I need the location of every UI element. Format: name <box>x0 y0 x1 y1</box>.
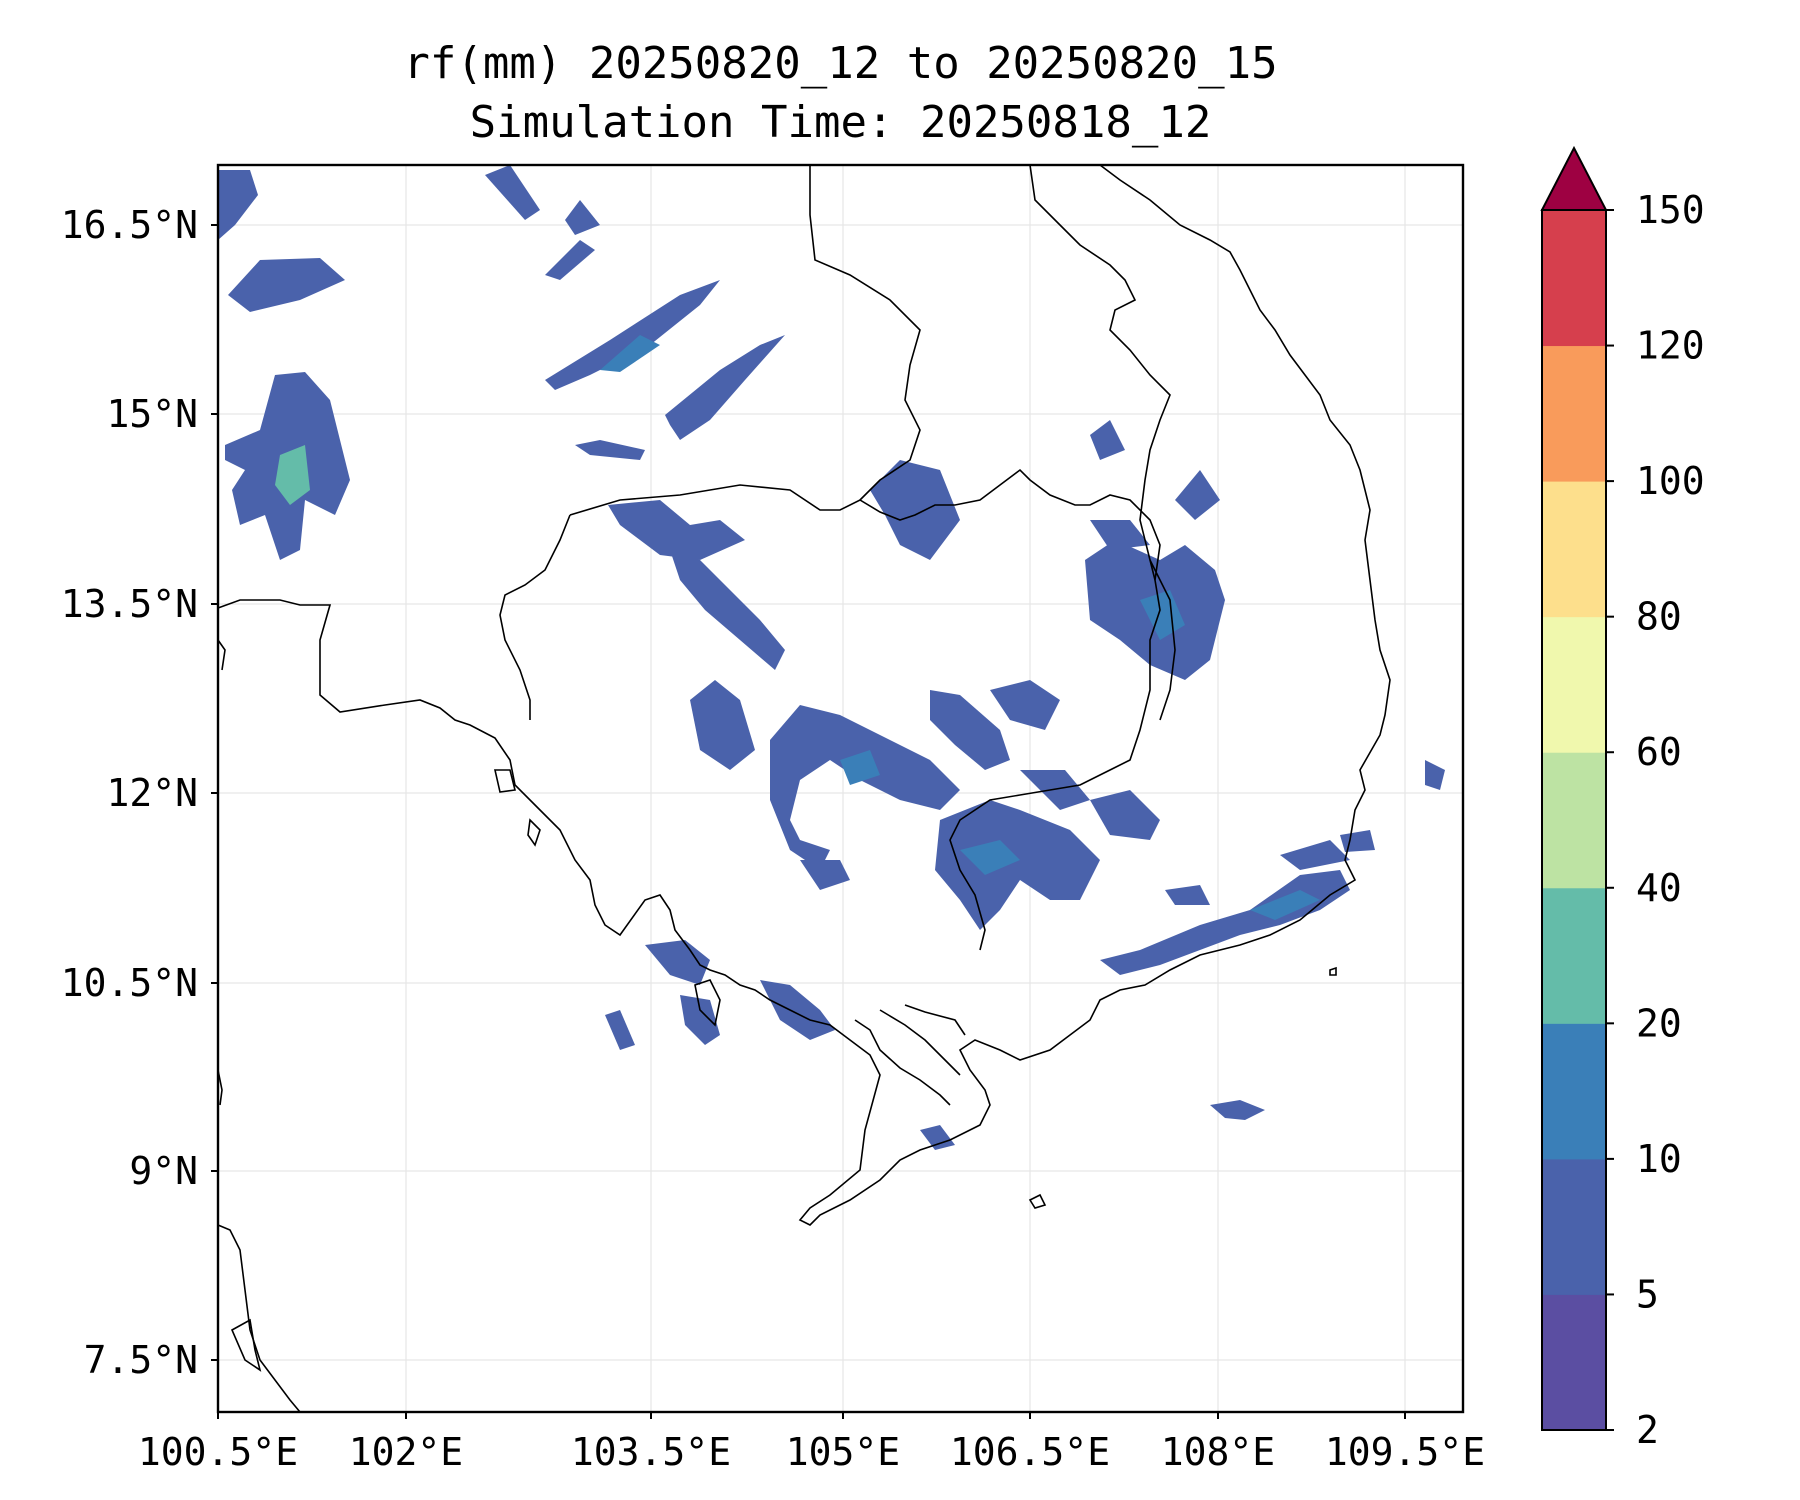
colorbar-segment <box>1542 1158 1606 1295</box>
map-subtitle: Simulation Time: 20250818_12 <box>469 97 1212 148</box>
lat-tick-label: 10.5°N <box>61 961 198 1005</box>
rain-area-core <box>840 750 880 785</box>
rain-area <box>1175 470 1220 520</box>
colorbar-tick-label: 40 <box>1636 866 1682 910</box>
rain-area-core <box>960 840 1020 875</box>
colorbar-frame <box>1541 209 1607 1431</box>
map-panel <box>216 163 1465 1414</box>
colorbar: 2 5 10 20 40 60 80 100 120 150 <box>1540 145 1705 1452</box>
lon-tick-labels: 100.5°E 102°E 103.5°E 105°E 106.5°E 108°E 109.… <box>138 1412 1485 1474</box>
colorbar-tick-label: 120 <box>1636 324 1705 368</box>
rain-area <box>545 280 720 390</box>
rain-area-core <box>275 445 310 505</box>
rain-area-core <box>600 335 660 372</box>
lat-tick-label: 12°N <box>106 771 198 815</box>
colorbar-tick-label: 100 <box>1636 459 1705 503</box>
colorbar-segment <box>1542 210 1606 347</box>
lat-tick-label: 15°N <box>106 392 198 436</box>
colorbar-tick-label: 20 <box>1636 1001 1682 1045</box>
rain-area <box>1280 840 1350 870</box>
colorbar-segment <box>1542 887 1606 1024</box>
lat-tick-label: 9°N <box>129 1149 198 1193</box>
colorbar-segment <box>1542 616 1606 753</box>
rain-area <box>770 705 960 870</box>
lon-tick-label: 109.5°E <box>1325 1430 1485 1474</box>
rain-area <box>1090 520 1150 550</box>
rain-area <box>1090 420 1125 460</box>
lat-tick-labels: 16.5°N 15°N 13.5°N 12°N 10.5°N 9°N 7.5°N <box>61 203 218 1382</box>
rain-area <box>870 460 960 560</box>
rain-area <box>1425 760 1445 790</box>
rain-area <box>565 200 600 235</box>
lon-tick-label: 108°E <box>1161 1430 1275 1474</box>
rain-area <box>760 980 835 1040</box>
rain-area <box>930 690 1010 770</box>
rain-area <box>485 165 540 220</box>
rain-area <box>608 500 745 560</box>
lon-tick-label: 103.5°E <box>571 1430 731 1474</box>
lon-tick-label: 102°E <box>349 1430 463 1474</box>
coastlines-and-borders <box>217 164 1391 1413</box>
rain-area <box>920 1125 955 1150</box>
colorbar-tick-label: 150 <box>1636 188 1705 232</box>
gridlines <box>217 165 1463 1412</box>
map-title: rf(mm) 20250820_12 to 20250820_15 <box>403 38 1278 89</box>
colorbar-segment <box>1542 345 1606 482</box>
rain-area <box>670 550 785 670</box>
map-frame <box>216 163 1465 1414</box>
rain-area <box>228 258 345 312</box>
rain-area <box>1020 770 1090 810</box>
rain-area <box>605 1010 635 1050</box>
lon-tick-label: 100.5°E <box>138 1430 298 1474</box>
colorbar-tick-label: 5 <box>1636 1272 1659 1316</box>
rain-area <box>690 680 755 770</box>
colorbar-extend-max <box>1540 145 1608 211</box>
lat-tick-label: 13.5°N <box>61 582 198 626</box>
rain-area <box>575 440 645 460</box>
colorbar-tick-label: 10 <box>1636 1137 1682 1181</box>
map-background <box>218 165 1463 1412</box>
rain-area <box>800 860 850 890</box>
lat-tick-label: 16.5°N <box>61 203 198 247</box>
colorbar-segment <box>1542 1294 1606 1431</box>
rain-area-core <box>1140 590 1185 640</box>
rain-area <box>645 940 710 985</box>
lon-tick-label: 105°E <box>786 1430 900 1474</box>
rain-area <box>680 995 720 1045</box>
rain-area <box>1210 1100 1265 1120</box>
rain-area-core <box>1250 890 1320 920</box>
rain-area <box>665 335 785 440</box>
colorbar-tick-label: 60 <box>1636 730 1682 774</box>
rain-area <box>1165 885 1210 905</box>
lat-tick-label: 7.5°N <box>84 1338 198 1382</box>
colorbar-segment <box>1542 752 1606 889</box>
colorbar-tick-label: 2 <box>1636 1408 1659 1452</box>
colorbar-tick-label: 80 <box>1636 595 1682 639</box>
rain-area <box>990 680 1060 730</box>
colorbar-segment <box>1542 1023 1606 1160</box>
lon-tick-label: 106.5°E <box>950 1430 1110 1474</box>
colorbar-segment <box>1542 481 1606 618</box>
rain-area <box>218 170 258 240</box>
rain-area <box>545 240 595 280</box>
rain-area <box>1090 790 1160 840</box>
